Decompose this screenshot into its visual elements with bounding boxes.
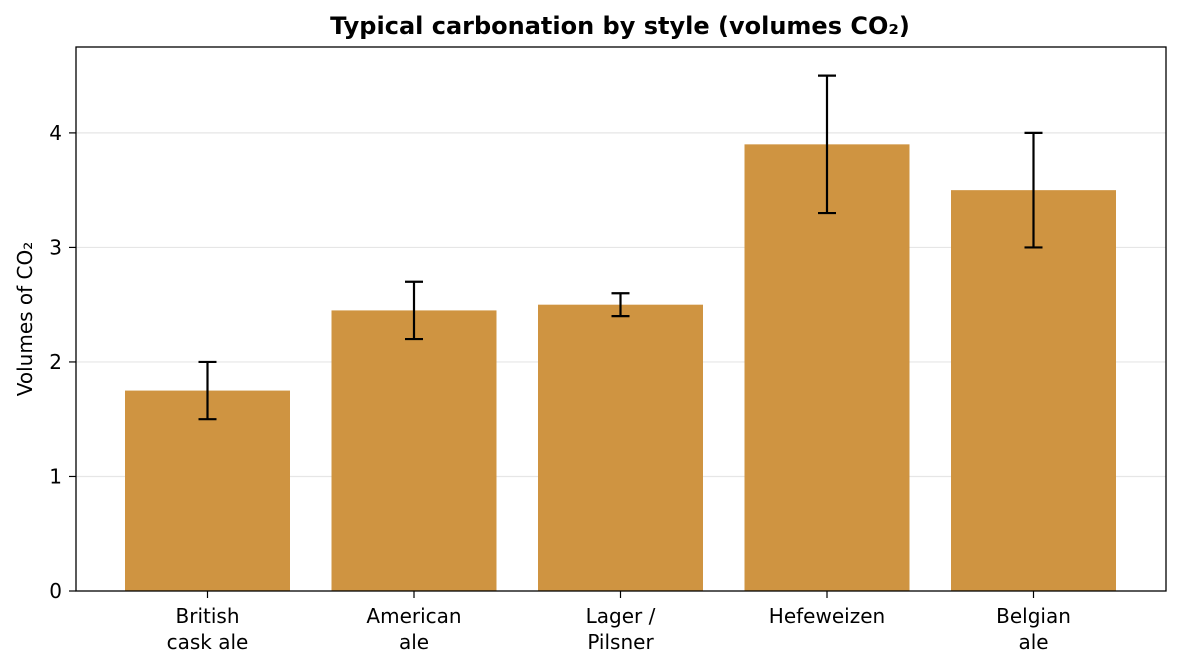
x-tick-label: British cask ale [167, 604, 249, 654]
x-tick-label: American ale [366, 604, 461, 654]
y-tick-label: 0 [49, 579, 62, 603]
y-axis-label: Volumes of CO₂ [13, 242, 37, 397]
bar [744, 144, 910, 592]
bar [331, 310, 497, 591]
error-bar [405, 280, 423, 341]
bar [538, 304, 703, 591]
x-tick-label: Hefeweizen [769, 604, 885, 628]
y-tick-label: 3 [49, 235, 62, 259]
error-bar [818, 74, 836, 215]
bar [125, 390, 290, 591]
x-tick-label: Belgian ale [996, 604, 1071, 654]
bars [125, 144, 1116, 592]
y-axis-ticks: 0 1 2 3 4 [49, 121, 76, 603]
error-bar [611, 292, 630, 318]
y-tick-label: 2 [49, 350, 62, 374]
error-bars [198, 74, 1043, 421]
x-tick-label: Lager / Pilsner [586, 604, 656, 654]
y-tick-label: 4 [49, 121, 62, 145]
x-axis-ticks: British cask ale American ale Lager / Pilsner… [167, 591, 1071, 654]
chart-title: Typical carbonation by style (volumes CO… [330, 12, 910, 40]
error-bar [198, 360, 217, 421]
y-tick-label: 1 [49, 464, 62, 488]
bar [951, 190, 1116, 591]
error-bar [1024, 131, 1043, 249]
